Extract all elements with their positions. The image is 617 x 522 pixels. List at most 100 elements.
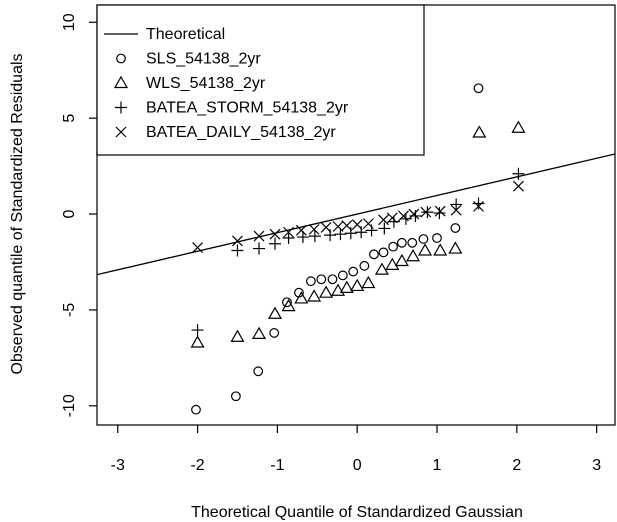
y-tick-label: -10 bbox=[61, 394, 78, 417]
point bbox=[253, 366, 264, 377]
point bbox=[512, 167, 525, 180]
point bbox=[268, 237, 281, 250]
x-tick-label: 1 bbox=[433, 457, 442, 474]
point bbox=[386, 212, 398, 224]
point bbox=[387, 215, 400, 228]
point bbox=[295, 224, 307, 236]
legend-label: SLS_54138_2yr bbox=[146, 51, 261, 68]
point bbox=[334, 228, 347, 241]
point bbox=[294, 291, 309, 304]
point bbox=[378, 222, 391, 235]
point bbox=[359, 260, 370, 271]
legend-label: BATEA_DAILY_54138_2yr bbox=[146, 124, 336, 141]
point bbox=[434, 205, 446, 217]
point bbox=[450, 204, 462, 216]
x-tick-label: -3 bbox=[111, 457, 125, 474]
legend-label: BATEA_STORM_54138_2yr bbox=[146, 100, 349, 117]
point bbox=[251, 326, 267, 340]
point bbox=[472, 197, 485, 210]
x-tick-label: -1 bbox=[270, 457, 284, 474]
point bbox=[307, 289, 322, 302]
point bbox=[232, 235, 243, 247]
point bbox=[512, 180, 524, 192]
point bbox=[433, 207, 446, 220]
point bbox=[191, 324, 204, 337]
point bbox=[511, 120, 526, 133]
point bbox=[337, 270, 348, 281]
point bbox=[394, 253, 409, 267]
point bbox=[473, 200, 484, 212]
point bbox=[350, 278, 365, 292]
legend-box bbox=[96, 4, 425, 156]
y-tick-label: 5 bbox=[61, 114, 78, 123]
point bbox=[378, 214, 389, 226]
point bbox=[450, 223, 461, 233]
point bbox=[374, 262, 389, 275]
point bbox=[339, 280, 354, 293]
point bbox=[191, 404, 201, 415]
y-tick-label: -5 bbox=[61, 303, 78, 317]
point bbox=[332, 221, 344, 232]
point bbox=[281, 298, 296, 312]
point bbox=[282, 297, 292, 308]
point bbox=[418, 243, 433, 256]
legend-symbol bbox=[115, 126, 127, 138]
point bbox=[361, 275, 376, 289]
point bbox=[190, 335, 205, 348]
x-axis-label: Theoretical Quantile of Standardized Gau… bbox=[191, 504, 523, 521]
point bbox=[421, 206, 434, 219]
point bbox=[408, 208, 420, 220]
point bbox=[320, 222, 332, 233]
point bbox=[230, 329, 245, 342]
point bbox=[369, 249, 379, 260]
point bbox=[331, 283, 346, 296]
point bbox=[327, 274, 338, 285]
point bbox=[448, 241, 463, 254]
point bbox=[472, 125, 487, 138]
y-axis-label: Observed quantile of Standardized Residu… bbox=[9, 53, 26, 374]
x-tick-label: 0 bbox=[353, 457, 362, 474]
point bbox=[316, 274, 327, 285]
point bbox=[192, 242, 203, 254]
point bbox=[385, 257, 400, 270]
point bbox=[283, 226, 294, 238]
point bbox=[282, 232, 295, 245]
reference-line bbox=[97, 153, 615, 276]
x-tick-label: 2 bbox=[512, 457, 521, 474]
point bbox=[420, 206, 432, 218]
point bbox=[308, 223, 320, 235]
point bbox=[388, 241, 399, 252]
legend-symbol bbox=[115, 101, 127, 114]
point bbox=[418, 234, 429, 244]
point bbox=[269, 328, 280, 338]
point bbox=[341, 220, 353, 231]
point bbox=[433, 243, 448, 256]
point bbox=[319, 285, 334, 298]
point bbox=[432, 233, 442, 243]
point bbox=[450, 198, 463, 211]
point bbox=[296, 231, 309, 244]
legend-label: Theoretical bbox=[146, 26, 225, 43]
point bbox=[253, 230, 265, 242]
legend-symbol bbox=[113, 75, 129, 89]
point bbox=[406, 249, 421, 262]
x-tick-label: -2 bbox=[190, 457, 204, 474]
point bbox=[348, 266, 359, 277]
y-tick-label: 10 bbox=[61, 13, 78, 31]
y-tick-label: 0 bbox=[61, 209, 78, 218]
point bbox=[351, 219, 363, 231]
point bbox=[308, 230, 321, 243]
point bbox=[396, 237, 407, 248]
x-tick-label: 3 bbox=[592, 457, 601, 474]
point bbox=[473, 83, 484, 94]
point bbox=[253, 242, 266, 255]
legend-label: WLS_54138_2yr bbox=[146, 75, 266, 92]
point bbox=[407, 237, 418, 248]
point bbox=[230, 391, 241, 402]
point bbox=[398, 210, 409, 222]
point bbox=[269, 228, 281, 240]
legend-symbol bbox=[116, 53, 126, 64]
point bbox=[231, 244, 244, 257]
point bbox=[267, 306, 283, 319]
